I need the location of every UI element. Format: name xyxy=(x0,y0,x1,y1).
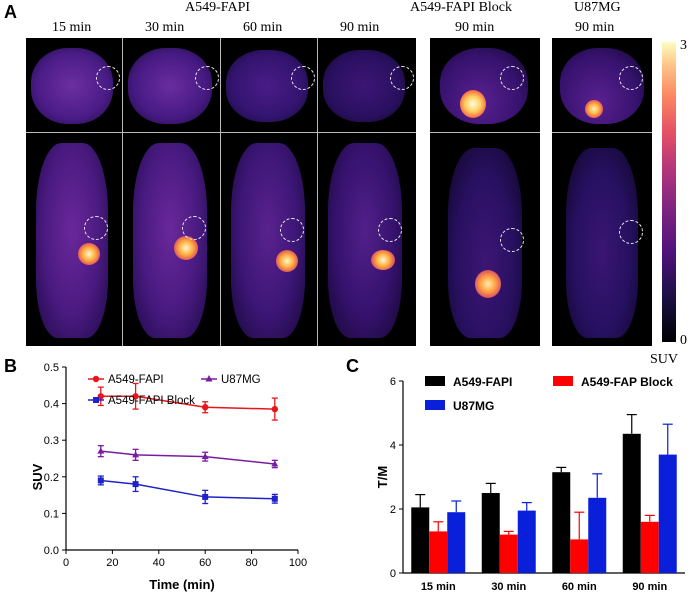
chart-b: 0 20 40 60 80 100 0.0 0.1 0.2 0.3 0.4 0.5 A549-FAPI… xyxy=(30,362,307,592)
b-x-tick-label: 60 xyxy=(199,557,211,569)
panel-letter-b: B xyxy=(4,356,17,376)
b-y-tick-label: 0.2 xyxy=(44,472,59,484)
group-label-a549-fapi-block: A549-FAPI Block xyxy=(410,0,513,15)
panel-letter-a: A xyxy=(4,2,17,22)
b-legend-label: A549-FAPI Block xyxy=(108,395,195,407)
colorbar-max-label: 3 xyxy=(680,38,687,53)
b-marks xyxy=(97,382,279,505)
timepoint-label-30: 30 min xyxy=(145,20,185,35)
c-bar xyxy=(588,497,607,573)
c-x-tick-label: 90 min xyxy=(632,581,667,593)
b-ylabel: SUV xyxy=(30,463,45,490)
group-label-a549-fapi: A549-FAPI xyxy=(185,0,251,15)
c-legend-swatch xyxy=(425,376,445,386)
b-data-point xyxy=(271,495,278,502)
c-axes: 0 2 4 6 15 min 30 min 60 min 90 min xyxy=(390,376,685,593)
b-data-point xyxy=(97,447,105,454)
c-bar xyxy=(658,454,677,573)
c-bar xyxy=(622,433,641,573)
b-x-tick-label: 0 xyxy=(63,557,69,569)
c-x-tick-label: 30 min xyxy=(491,581,526,593)
b-data-point xyxy=(271,460,279,467)
timepoint-label-15: 15 min xyxy=(52,20,92,35)
group-label-u87mg: U87MG xyxy=(574,0,621,15)
b-data-point xyxy=(132,481,139,488)
c-bar xyxy=(481,493,500,573)
b-x-tick-label: 100 xyxy=(289,557,307,569)
b-series-line xyxy=(100,450,275,465)
c-marks xyxy=(411,413,677,573)
b-data-point xyxy=(97,477,104,484)
timepoint-label-90: 90 min xyxy=(340,20,380,35)
b-x-tick-label: 20 xyxy=(106,557,118,569)
b-data-point xyxy=(97,393,105,400)
b-series-line xyxy=(100,395,275,410)
b-data-point xyxy=(271,405,278,413)
b-legend-marker xyxy=(205,375,213,382)
b-legend-label: U87MG xyxy=(221,374,261,386)
timepoint-label-60: 60 min xyxy=(243,20,283,35)
c-legend-label: A549-FAP Block xyxy=(581,375,673,389)
c-y-tick-label: 6 xyxy=(390,376,396,388)
colorbar-unit-label: SUV xyxy=(650,352,679,367)
block-time-label: 90 min xyxy=(455,20,495,35)
panel-letter-c: C xyxy=(346,356,359,376)
b-axes: 0 20 40 60 80 100 0.0 0.1 0.2 0.3 0.4 0.5 xyxy=(44,362,307,569)
c-legend-label: U87MG xyxy=(453,399,494,413)
b-legend-marker xyxy=(92,375,100,383)
c-bar xyxy=(429,531,448,573)
c-ylabel: T/M xyxy=(375,466,390,488)
b-series-line xyxy=(100,479,275,500)
c-legend-label: A549-FAPI xyxy=(453,375,512,389)
b-legend: A549-FAPI U87MG A549-FAPI Block xyxy=(88,374,261,407)
u87-time-label: 90 min xyxy=(575,20,615,35)
c-y-tick-label: 4 xyxy=(390,440,396,452)
pet-image-a549-fapi-series xyxy=(26,38,416,346)
c-bar xyxy=(517,510,536,573)
c-bar xyxy=(447,512,466,573)
b-data-point xyxy=(202,493,209,500)
b-legend-marker xyxy=(93,397,99,403)
b-data-point xyxy=(132,451,140,458)
c-bar xyxy=(552,472,571,573)
b-y-tick-label: 0.4 xyxy=(44,399,59,411)
colorbar-min-label: 0 xyxy=(680,333,687,348)
b-y-tick-label: 0.5 xyxy=(44,362,59,374)
pet-image-a549-fapi-block xyxy=(430,38,540,346)
c-legend-swatch xyxy=(425,400,445,410)
b-y-tick-label: 0.0 xyxy=(44,545,59,557)
c-bar xyxy=(570,539,589,573)
c-legend-swatch xyxy=(553,376,573,386)
c-bar xyxy=(499,534,518,573)
c-bar xyxy=(640,521,659,573)
colorbar xyxy=(662,42,676,342)
c-x-tick-label: 60 min xyxy=(562,581,597,593)
b-data-point xyxy=(201,453,209,460)
c-x-tick-label: 15 min xyxy=(421,581,456,593)
pet-image-u87mg xyxy=(552,38,652,346)
b-y-tick-label: 0.1 xyxy=(44,508,59,520)
b-data-point xyxy=(202,404,209,411)
c-legend: A549-FAPI A549-FAP Block U87MG xyxy=(425,375,673,413)
b-y-tick-label: 0.3 xyxy=(44,435,59,447)
b-xlabel: Time (min) xyxy=(149,577,215,592)
b-x-tick-label: 80 xyxy=(245,557,257,569)
b-x-tick-label: 40 xyxy=(153,557,165,569)
c-bar xyxy=(411,507,430,573)
c-y-tick-label: 2 xyxy=(390,504,396,516)
c-y-tick-label: 0 xyxy=(390,568,396,580)
b-legend-label: A549-FAPI xyxy=(108,374,164,386)
b-data-point xyxy=(132,393,139,400)
